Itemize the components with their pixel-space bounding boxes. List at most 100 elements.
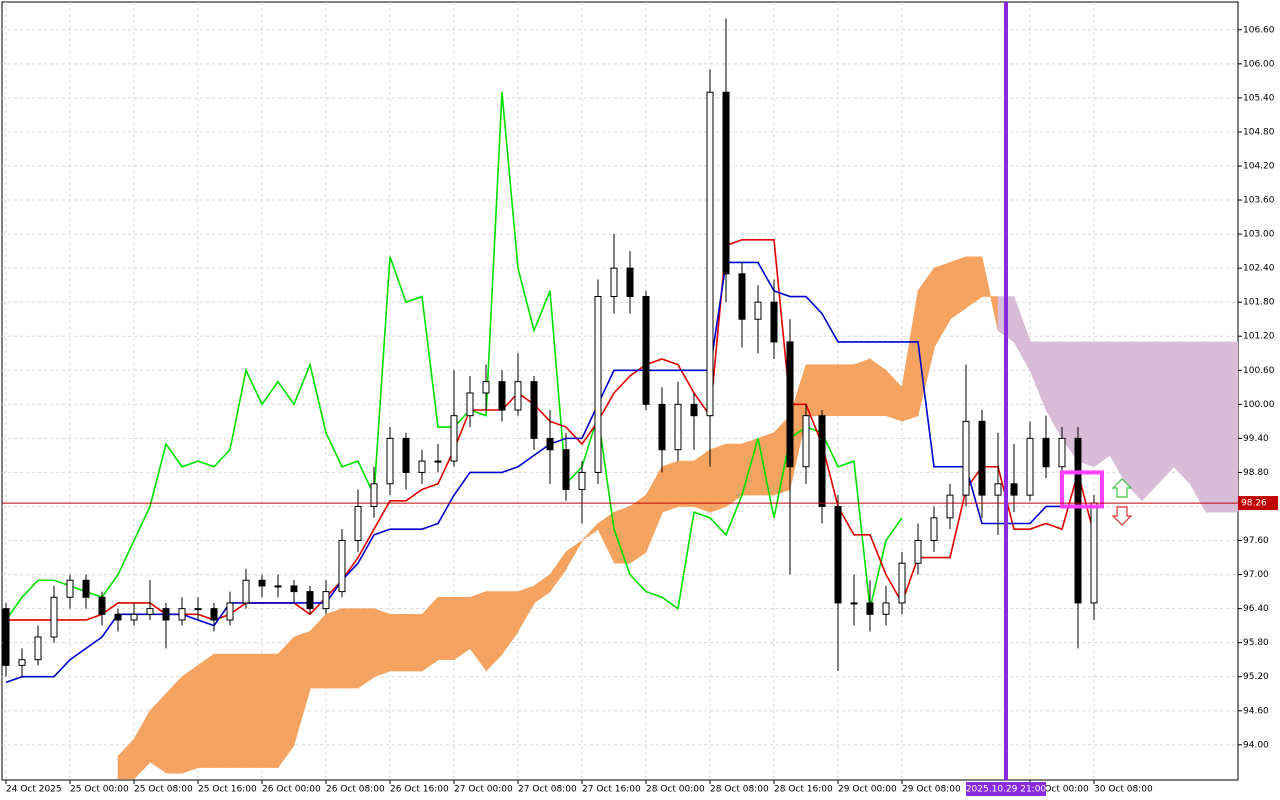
cloud-segment [821,364,839,416]
cloud-segment [485,591,503,672]
candle-body [306,591,314,610]
y-tick-label: 100.60 [1243,366,1275,376]
candle-body [450,415,458,462]
cloud-segment [677,460,695,507]
cloud-segment [405,613,423,672]
cloud-segment [213,653,231,768]
x-tick-label: 26 Oct 00:00 [262,785,321,795]
cloud-segment [1125,341,1143,502]
x-tick-label: 28 Oct 00:00 [646,785,705,795]
y-tick-label: 94.00 [1243,740,1269,750]
candle-body [770,301,778,343]
y-tick-label: 97.60 [1243,536,1269,546]
down-arrow [1111,506,1133,526]
candle-body [1026,437,1034,496]
cloud-segment [549,550,567,593]
candle-body [866,602,874,615]
x-tick-label: 29 Oct 00:00 [838,785,897,795]
cloud-segment [1221,341,1238,513]
candle-body [642,296,650,405]
candle-body [178,608,186,621]
cloud-segment [117,738,135,780]
candle-body [994,483,1002,496]
candle-body [242,579,250,604]
candle-body [370,483,378,507]
candle-body [66,579,74,598]
y-tick-label: 104.80 [1243,127,1275,137]
y-tick-label: 106.00 [1243,59,1275,69]
cloud-segment [1205,341,1223,513]
x-tick-label: 29 Oct 08:00 [902,785,961,795]
time-marker-tag [966,782,1046,796]
candle-body [1058,437,1066,468]
cloud-segment [469,591,487,672]
candle-body [946,494,954,519]
time-marker-label: 2025.10.29 21:00 [966,785,1047,795]
candle-body [594,296,602,473]
price-label: 98.26 [1241,499,1267,509]
x-tick-label: 27 Oct 00:00 [454,785,513,795]
signal-arrows [1111,478,1133,526]
plot-area [2,2,1238,780]
candle-body [578,471,586,490]
candle-body [226,602,234,621]
cloud-segment [533,574,551,604]
candle-body [514,381,522,411]
cloud-segment [853,358,871,416]
cloud-segment [949,256,967,320]
cloud-segment [261,653,279,768]
cloud-segment [357,608,375,689]
cloud-segment [1173,341,1191,485]
y-tick-label: 105.40 [1243,93,1275,103]
candle-body [2,608,10,666]
y-tick-label: 103.00 [1243,230,1275,240]
candle-body [562,449,570,490]
cloud-segment [805,364,823,416]
candle-body [322,591,330,610]
candle-body [738,273,746,320]
x-tick-label: 27 Oct 08:00 [518,785,577,795]
candle-body [786,341,794,468]
x-tick-label: 27 Oct 16:00 [582,785,641,795]
cloud-segment [709,443,727,513]
candle-body [818,415,826,507]
candle-body [898,562,906,604]
candle-body [130,613,138,621]
cloud-segment [661,460,679,513]
y-tick-label: 102.40 [1243,264,1275,274]
x-tick-label: 24 Oct 2025 [6,785,62,795]
cloud-segment [389,613,407,672]
candle-body [626,267,634,298]
y-tick-label: 99.40 [1243,434,1269,444]
candle-body [194,608,202,611]
candle-body [850,602,858,605]
candle-body [978,420,986,496]
candle-body [354,505,362,542]
candle-body [82,579,90,598]
axes: 94.0094.6095.2095.8096.4097.0097.6098.20… [5,25,1278,796]
x-tick-label: 30 Oct 08:00 [1094,785,1153,795]
y-tick-label: 103.60 [1243,196,1275,206]
candle-body [1042,437,1050,468]
price-tag [1238,496,1278,511]
y-tick-label: 97.00 [1243,570,1269,580]
y-tick-label: 94.60 [1243,706,1269,716]
candle-body [674,403,682,451]
y-tick-label: 95.80 [1243,638,1269,648]
x-tick-label: 26 Oct 16:00 [390,785,449,795]
candle-body [258,579,266,587]
candle-body [882,602,890,615]
candle-body [114,613,122,621]
candle-body [754,301,762,320]
cloud-segment [197,653,215,768]
candle-body [1010,483,1018,496]
candle-body [338,540,346,593]
candle-body [466,392,474,417]
candle-body [18,659,26,666]
y-tick-label: 104.20 [1243,161,1275,171]
x-tick-label: 26 Oct 08:00 [326,785,385,795]
candle-body [706,91,714,417]
candle-body [162,608,170,621]
candle-body [658,403,666,451]
candle-body [146,608,154,615]
